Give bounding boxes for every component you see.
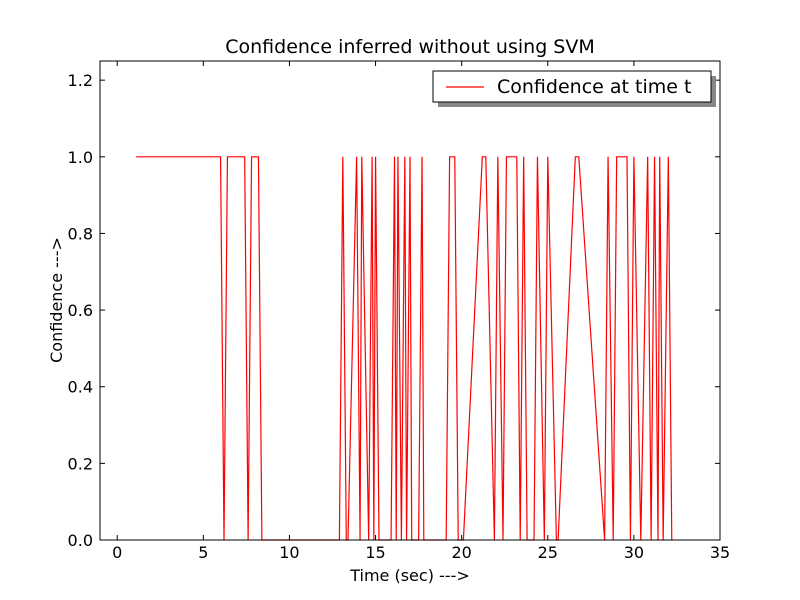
- axes-frame: [99, 60, 721, 541]
- y-tick-label: 0.0: [68, 531, 93, 550]
- x-tick-label: 30: [624, 543, 644, 562]
- y-tick-label: 0.2: [68, 454, 93, 473]
- legend: Confidence at time t: [432, 70, 716, 107]
- x-tick-label: 25: [538, 543, 558, 562]
- legend-label: Confidence at time t: [497, 76, 691, 98]
- x-tick-label: 20: [451, 543, 471, 562]
- y-tick-label: 1.2: [68, 71, 93, 90]
- y-tick-label: 0.4: [68, 378, 93, 397]
- x-tick-label: 5: [198, 543, 208, 562]
- x-axis-title: Time (sec) --->: [349, 566, 470, 585]
- x-tick-label: 0: [112, 543, 122, 562]
- y-axis-title: Confidence --->: [47, 237, 66, 363]
- y-tick-label: 1.0: [68, 148, 93, 167]
- y-tick-label: 0.6: [68, 301, 93, 320]
- chart-title: Confidence inferred without using SVM: [225, 36, 595, 58]
- axes: 0 5 10 15 20 25 30 35 0.0 0.2 0.4 0.6 0.8 1.0 1.2: [68, 60, 730, 562]
- x-tick-label: 15: [365, 543, 385, 562]
- x-tick-label: 35: [710, 543, 730, 562]
- y-tick-label: 0.8: [68, 224, 93, 243]
- x-tick-label: 10: [279, 543, 299, 562]
